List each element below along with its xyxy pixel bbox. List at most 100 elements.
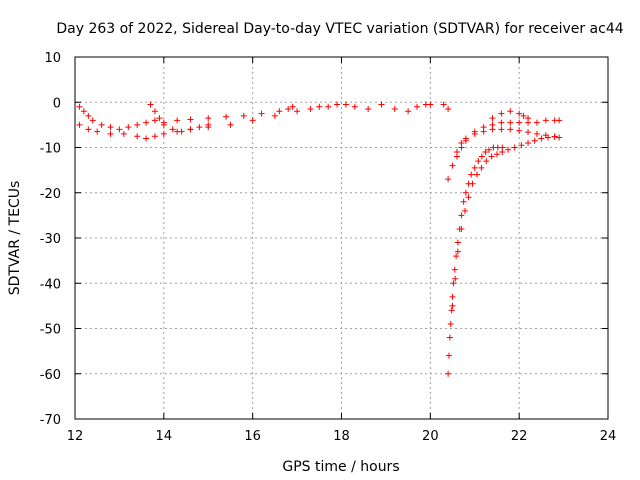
data-point	[107, 130, 114, 137]
data-point	[446, 334, 453, 341]
data-point	[469, 180, 476, 187]
data-point	[507, 119, 514, 126]
data-point	[151, 133, 158, 140]
data-point	[378, 101, 385, 108]
data-point	[187, 116, 194, 123]
data-point	[533, 130, 540, 137]
data-point	[483, 158, 490, 165]
data-point	[531, 137, 538, 144]
x-tick-labels: 12 14 16 18 20 22 24	[67, 429, 617, 444]
data-point	[334, 101, 341, 108]
data-point	[227, 121, 234, 128]
data-point	[452, 275, 459, 282]
y-tick-label: -60	[40, 368, 61, 383]
data-point	[351, 103, 358, 110]
data-point	[116, 126, 123, 133]
data-point	[556, 117, 563, 124]
data-point	[76, 121, 83, 128]
data-point	[134, 133, 141, 140]
data-point	[205, 115, 212, 122]
series-track-i	[489, 108, 532, 122]
data-point	[556, 134, 563, 141]
data-point	[453, 153, 460, 160]
data-point	[516, 110, 523, 117]
data-point	[551, 133, 558, 140]
data-point	[445, 176, 452, 183]
x-tick-label: 12	[67, 429, 84, 444]
data-point	[160, 130, 167, 137]
data-point	[478, 153, 485, 160]
data-point	[516, 127, 523, 134]
x-tick-label: 16	[244, 429, 261, 444]
data-point	[453, 253, 460, 260]
data-point	[516, 119, 523, 126]
data-point	[325, 103, 332, 110]
data-point	[120, 130, 127, 137]
data-point	[498, 119, 505, 126]
data-point	[391, 106, 398, 113]
data-point	[498, 126, 505, 133]
data-point	[449, 162, 456, 169]
x-axis-label: GPS time / hours	[282, 459, 399, 475]
data-point	[134, 121, 141, 128]
data-point	[518, 142, 525, 149]
x-tick-label: 22	[511, 429, 528, 444]
data-point	[458, 225, 465, 232]
data-point	[538, 135, 545, 142]
data-point	[316, 103, 323, 110]
series-track-a	[76, 103, 283, 133]
data-point	[85, 126, 92, 133]
data-point	[271, 112, 278, 119]
data-point	[451, 266, 458, 273]
data-point	[294, 108, 301, 115]
data-point	[533, 119, 540, 126]
data-point	[498, 110, 505, 117]
data-point	[525, 115, 532, 122]
data-point	[89, 117, 96, 124]
x-tick-label: 14	[156, 429, 173, 444]
data-point	[249, 117, 256, 124]
data-point	[542, 117, 549, 124]
data-point	[76, 103, 83, 110]
data-point	[485, 146, 492, 153]
data-point	[143, 119, 150, 126]
series-track-b	[76, 112, 278, 142]
series-track-e	[445, 117, 563, 183]
data-point	[240, 112, 247, 119]
data-point	[461, 207, 468, 214]
data-point	[196, 124, 203, 131]
data-point	[462, 189, 469, 196]
x-tick-label: 18	[333, 429, 350, 444]
data-point	[499, 149, 506, 156]
data-point	[307, 106, 314, 113]
data-point	[151, 117, 158, 124]
y-tick-label: 10	[44, 51, 61, 66]
data-point	[465, 194, 472, 201]
y-tick-labels: 10 0 -10 -20 -30 -40 -50 -60 -70	[40, 51, 61, 428]
data-point	[80, 108, 87, 115]
chart-title: Day 263 of 2022, Sidereal Day-to-day VTE…	[56, 21, 623, 37]
series-track-d	[285, 101, 452, 115]
data-point	[473, 171, 480, 178]
data-point	[414, 103, 421, 110]
data-point	[458, 212, 465, 219]
data-point	[471, 164, 478, 171]
series-track-c	[147, 101, 212, 135]
data-point	[187, 126, 194, 133]
data-point	[285, 106, 292, 113]
data-point	[478, 164, 485, 171]
data-point	[143, 135, 150, 142]
data-point	[462, 137, 469, 144]
data-point	[147, 101, 154, 108]
data-point	[511, 144, 518, 151]
data-point	[445, 370, 452, 377]
data-point	[445, 106, 452, 113]
data-point	[507, 126, 514, 133]
data-point	[482, 149, 489, 156]
data-point	[525, 139, 532, 146]
data-point	[454, 248, 461, 255]
series-track-g	[445, 144, 506, 377]
data-point	[445, 352, 452, 359]
data-point	[276, 108, 283, 115]
data-point	[489, 115, 496, 122]
